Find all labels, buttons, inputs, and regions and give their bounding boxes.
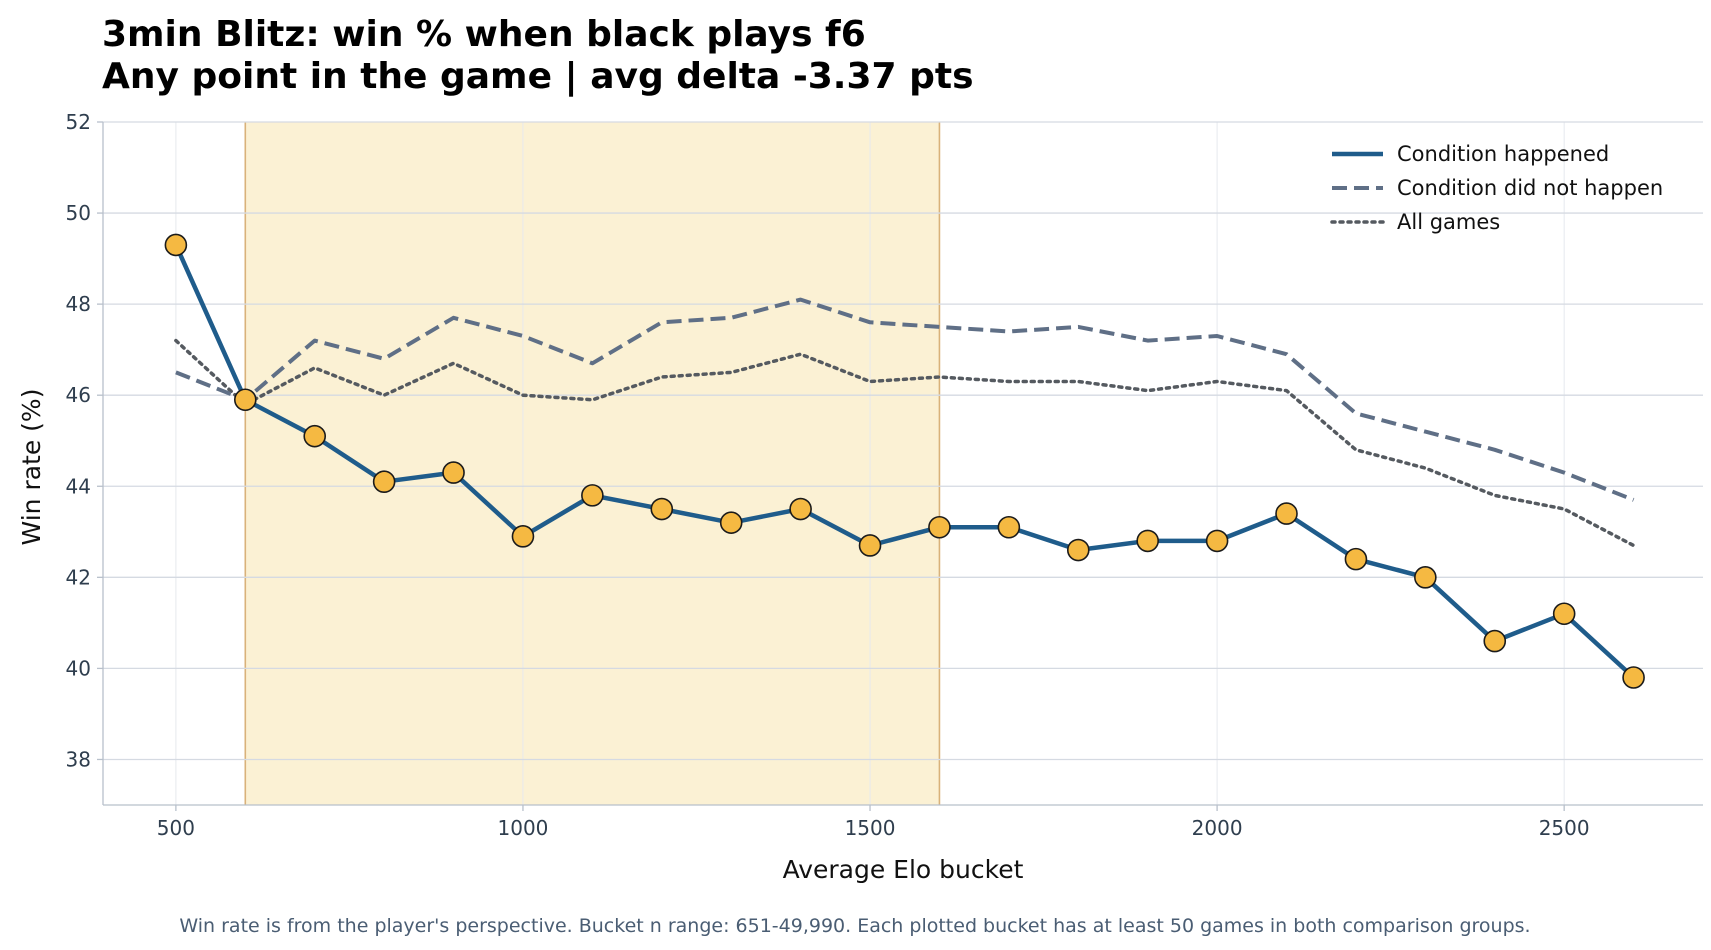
legend-label-condition-did-not-happen: Condition did not happen xyxy=(1397,176,1663,200)
data-point-2500 xyxy=(1552,602,1576,626)
data-point-1500 xyxy=(858,534,882,557)
y-tick-label-52: 52 xyxy=(66,110,91,134)
x-tick-label-2000: 2000 xyxy=(1192,816,1243,840)
legend-label-all-games: All games xyxy=(1397,210,1500,234)
data-point-2100 xyxy=(1275,502,1298,525)
data-point-500 xyxy=(164,233,188,257)
data-point-2300 xyxy=(1414,566,1437,589)
data-point-2200 xyxy=(1344,547,1368,571)
data-point-2600 xyxy=(1622,666,1645,689)
data-point-1700 xyxy=(997,515,1021,539)
data-point-900 xyxy=(442,461,465,484)
legend-label-condition-happened: Condition happened xyxy=(1397,142,1609,166)
x-tick-label-2500: 2500 xyxy=(1539,816,1590,840)
data-point-1900 xyxy=(1136,529,1159,553)
data-point-2000 xyxy=(1205,529,1229,553)
axis-layer: 500 1000 1500 2000 2500 38 40 42 44 46 48 50 52 xyxy=(66,110,1703,840)
legend: Condition happened Condition did not hap… xyxy=(1330,142,1663,234)
data-point-1100 xyxy=(581,484,604,507)
highlight-band-layer xyxy=(244,122,941,805)
series-line-condition-happened xyxy=(173,242,1636,680)
data-point-1300 xyxy=(719,511,743,534)
x-axis-label: Average Elo bucket xyxy=(783,855,1024,884)
x-tick-label-1500: 1500 xyxy=(845,816,896,840)
data-point-1000 xyxy=(511,525,535,548)
marker-layer xyxy=(164,233,1645,689)
data-point-1600 xyxy=(928,515,951,539)
data-point-1400 xyxy=(789,497,812,521)
chart-title-line-2: Any point in the game | avg delta -3.37 … xyxy=(102,56,974,97)
y-axis-label: Win rate (%) xyxy=(17,389,46,546)
data-point-1200 xyxy=(650,497,674,521)
data-point-800 xyxy=(372,470,396,494)
x-tick-label-500: 500 xyxy=(157,816,195,840)
y-tick-label-46: 46 xyxy=(66,383,91,407)
highlight-band xyxy=(245,122,940,805)
data-point-700 xyxy=(303,424,327,448)
chart-title-line-1: 3min Blitz: win % when black plays f6 xyxy=(102,14,866,55)
series-line-condition-did-not-happen xyxy=(175,297,1635,502)
y-tick-label-38: 38 xyxy=(66,747,91,771)
x-tick-label-1000: 1000 xyxy=(498,816,549,840)
y-tick-label-40: 40 xyxy=(66,656,91,680)
series-line-all-games xyxy=(174,338,1636,548)
series-layer xyxy=(173,242,1636,680)
chart-caption: Win rate is from the player's perspectiv… xyxy=(179,915,1530,937)
y-tick-label-48: 48 xyxy=(66,292,91,316)
data-point-600 xyxy=(233,388,257,412)
y-tick-label-42: 42 xyxy=(66,565,91,589)
data-point-2400 xyxy=(1483,629,1507,653)
y-tick-label-44: 44 xyxy=(66,474,91,498)
data-point-1800 xyxy=(1066,538,1090,562)
y-tick-label-50: 50 xyxy=(66,201,91,225)
